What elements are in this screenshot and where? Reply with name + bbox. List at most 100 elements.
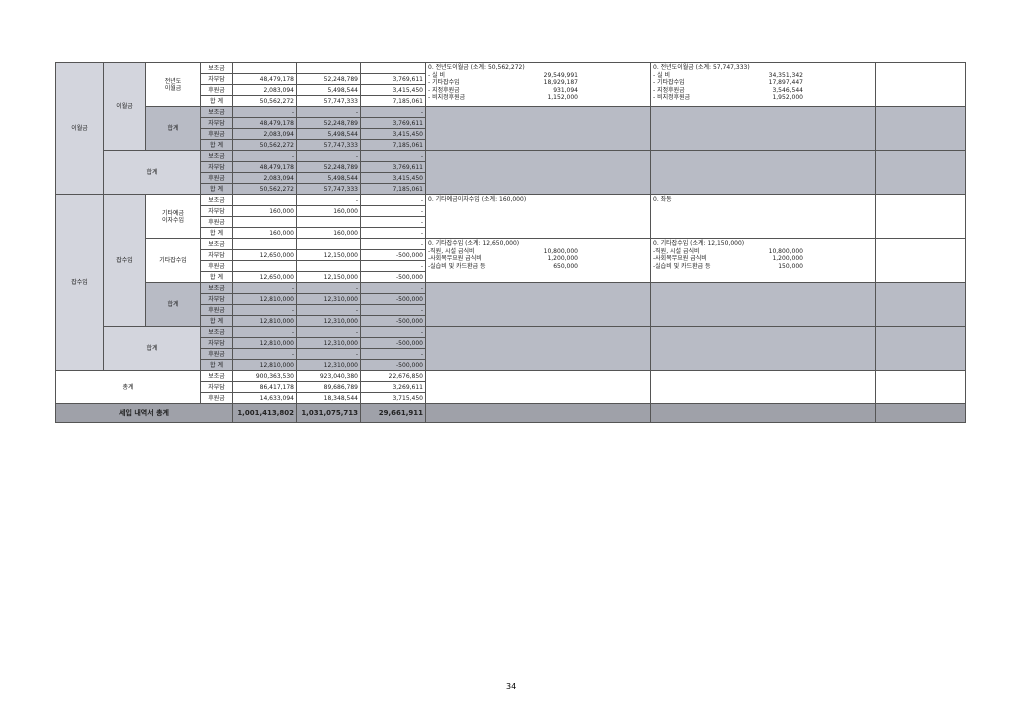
table-row: 총계 보조금 900,363,530 923,040,380 22,676,850 <box>55 370 966 404</box>
note-prev-year: 0. 기타잡수입 (소계: 12,650,000) -직원, 시설 급식비 10,8… <box>425 238 651 283</box>
note-title: 0. 기타잡수입 (소계: 12,650,000) <box>428 240 520 247</box>
note-title: 0. 좌동 <box>653 196 672 203</box>
curr-budget: - <box>296 150 361 162</box>
note-title: 0. 전년도이월금 (소계: 50,562,272) <box>428 64 525 71</box>
section-total-label: 합계 <box>103 326 201 371</box>
prev-budget: 2,083,094 <box>232 84 297 96</box>
curr-budget <box>296 62 361 74</box>
prev-budget: 1,001,413,802 <box>232 403 297 423</box>
diff: - <box>360 348 426 360</box>
note-line-value: 1,952,000 <box>772 94 803 101</box>
diff: 3,415,450 <box>360 84 426 96</box>
diff: -500,000 <box>360 271 426 283</box>
diff: -500,000 <box>360 249 426 261</box>
curr-budget: 57,747,333 <box>296 139 361 151</box>
remark-cell <box>875 106 966 151</box>
subsection-label: 잡수입 <box>103 194 146 327</box>
note-line: -사회복무요원 급식비 1,200,000 <box>428 255 648 263</box>
row-type-label: 자부담 <box>200 249 233 261</box>
table-row: 자부담 48,479,178 52,248,789 3,769,611 <box>56 161 966 173</box>
curr-budget: 52,248,789 <box>296 117 361 129</box>
row-type-label: 보조금 <box>200 62 233 74</box>
row-type-label: 합 계 <box>200 359 233 371</box>
diff: 29,661,911 <box>360 403 426 423</box>
row-type-label: 후원금 <box>200 260 233 272</box>
prev-budget: - <box>232 150 297 162</box>
section-label: 이월금 <box>55 62 104 195</box>
diff: - <box>360 150 426 162</box>
note-line-value: 29,549,991 <box>543 71 578 79</box>
table-row: 후원금 2,083,094 5,498,544 3,415,450 <box>56 172 966 184</box>
note-line-label: - 기타잡수입 <box>653 79 685 86</box>
curr-budget: 12,150,000 <box>296 271 361 283</box>
note-prev-year <box>425 150 651 195</box>
note-title: 0. 전년도이월금 (소계: 57,747,333) <box>653 64 750 71</box>
note-prev-year <box>425 282 651 327</box>
note-line: - 비지정후원금 1,952,000 <box>653 94 873 102</box>
row-type-label: 합 계 <box>200 227 233 239</box>
prev-budget: 48,479,178 <box>232 117 297 129</box>
row-type-label: 후원금 <box>200 392 233 404</box>
prev-budget: 12,650,000 <box>232 271 297 283</box>
section-total-label: 합계 <box>103 150 201 195</box>
note-line: - 기타잡수입 18,929,187 <box>428 79 648 87</box>
note-line-label: - 비지정후원금 <box>653 94 691 101</box>
note-line-label: - 실 비 <box>653 71 671 79</box>
prev-budget: 12,810,000 <box>232 293 297 305</box>
remark-cell <box>875 282 966 327</box>
note-line: - 기타잡수입 17,897,447 <box>653 79 873 87</box>
note-line-value: 650,000 <box>553 262 578 270</box>
table-row: 자부담 86,417,178 89,686,789 3,269,611 <box>56 381 966 393</box>
curr-budget: 5,498,544 <box>296 84 361 96</box>
diff: 3,415,450 <box>360 172 426 184</box>
diff: - <box>360 326 426 338</box>
item-label: 합계 <box>145 106 201 151</box>
note-line-value: 1,200,000 <box>547 255 578 262</box>
note-curr-year: 0. 기타잡수입 (소계: 12,150,000) -직원, 시설 급식비 10,8… <box>650 238 876 283</box>
diff: 3,769,611 <box>360 117 426 129</box>
note-line-value: 10,800,000 <box>768 247 803 255</box>
diff: - <box>360 216 426 228</box>
note-prev-year: 0. 기타예금이자수입 (소계: 160,000) <box>425 194 651 239</box>
curr-budget: 5,498,544 <box>296 172 361 184</box>
diff: 3,269,611 <box>360 381 426 393</box>
curr-budget: 89,686,789 <box>296 381 361 393</box>
page-number: 34 <box>506 682 517 691</box>
table-row: 잡수입 잡수입 기타예금 이자수입 보조금 - -0. 기타예금이자수입 (소계: 160… <box>55 194 966 371</box>
prev-budget: 50,562,272 <box>232 95 297 107</box>
note-line-label: -직원, 시설 급식비 <box>653 247 700 255</box>
prev-budget: 900,363,530 <box>232 370 297 382</box>
remark-cell <box>875 238 966 283</box>
table-row: 자부담 48,479,178 52,248,789 3,769,611 <box>56 117 966 129</box>
row-type-label: 자부담 <box>200 205 233 217</box>
row-type-label: 자부담 <box>200 117 233 129</box>
curr-budget: 12,310,000 <box>296 315 361 327</box>
diff: 7,185,061 <box>360 183 426 195</box>
curr-budget: 5,498,544 <box>296 128 361 140</box>
row-type-label: 자부담 <box>200 293 233 305</box>
note-line-label: -직원, 시설 급식비 <box>428 247 475 255</box>
note-line: - 실 비 29,549,991 <box>428 72 648 80</box>
curr-budget: - <box>296 348 361 360</box>
row-type-label: 보조금 <box>200 150 233 162</box>
prev-budget: 12,810,000 <box>232 315 297 327</box>
note-line: - 비지정후원금 1,152,000 <box>428 94 648 102</box>
curr-budget: 923,040,380 <box>296 370 361 382</box>
prev-budget: 2,083,094 <box>232 172 297 184</box>
prev-budget: 48,479,178 <box>232 73 297 85</box>
prev-budget: 50,562,272 <box>232 139 297 151</box>
remark-cell <box>875 370 966 404</box>
table-row: 후원금 14,633,094 18,348,544 3,715,450 <box>56 392 966 404</box>
remark-cell <box>875 326 966 371</box>
grand-section-label: 총계 <box>55 370 201 404</box>
table-row: 자부담 48,479,178 52,248,789 3,769,611 <box>56 73 966 85</box>
table-row: 합계 보조금 - - - <box>56 106 966 151</box>
remark-cell <box>875 150 966 195</box>
diff: -500,000 <box>360 337 426 349</box>
diff: 3,415,450 <box>360 128 426 140</box>
table-row: 합계 보조금 - - - <box>56 282 966 327</box>
diff: 3,769,611 <box>360 161 426 173</box>
curr-budget: - <box>296 326 361 338</box>
note-line: -직원, 시설 급식비 10,800,000 <box>428 248 648 256</box>
section-label: 잡수입 <box>55 194 104 371</box>
